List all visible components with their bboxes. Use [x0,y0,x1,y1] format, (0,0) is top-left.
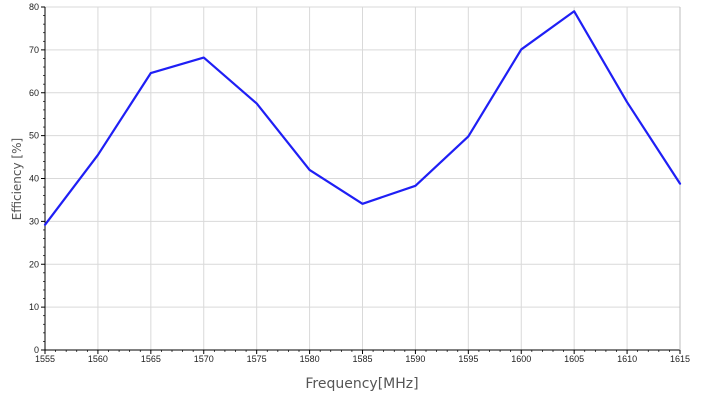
data-point [308,169,311,171]
x-tick-label: 1575 [247,354,267,364]
y-tick-label: 40 [29,174,39,184]
y-tick-label: 50 [29,131,39,141]
x-axis-title: Frequency[MHz] [305,376,418,392]
data-point [150,72,152,74]
data-point [520,48,522,51]
y-tick-label: 0 [34,345,39,355]
y-axis-title: Efficiency [%] [10,138,24,220]
x-tick-label: 1590 [405,354,425,364]
x-tick-label: 1615 [670,354,690,364]
series-layer [43,10,682,226]
data-point [679,183,681,185]
x-tick-label: 1580 [300,354,320,364]
x-tick-label: 1570 [194,354,214,364]
data-point [361,203,364,205]
x-tick-label: 1555 [35,354,55,364]
x-tick-label: 1605 [564,354,584,364]
data-point [414,185,417,187]
data-point [573,10,575,12]
y-tick-label: 30 [29,216,39,226]
grid [45,6,681,350]
y-tick-label: 80 [29,2,39,12]
ticks: 1555 1560 1565 1570 1575 1580 1585 1590 1595 1600… [29,2,690,364]
x-tick-label: 1595 [458,354,478,364]
y-tick-label: 10 [29,302,39,312]
data-point [97,154,99,156]
y-tick-label: 20 [29,259,39,269]
data-point [203,56,205,59]
x-tick-label: 1610 [617,354,637,364]
data-point [44,224,46,226]
x-tick-label: 1585 [352,354,372,364]
data-point [256,102,258,105]
data-point [626,101,628,103]
x-tick-label: 1565 [141,354,161,364]
y-tick-label: 60 [29,88,39,98]
x-tick-label: 1560 [88,354,108,364]
data-point [467,135,469,138]
y-tick-label: 70 [29,45,39,55]
x-tick-label: 1600 [511,354,531,364]
